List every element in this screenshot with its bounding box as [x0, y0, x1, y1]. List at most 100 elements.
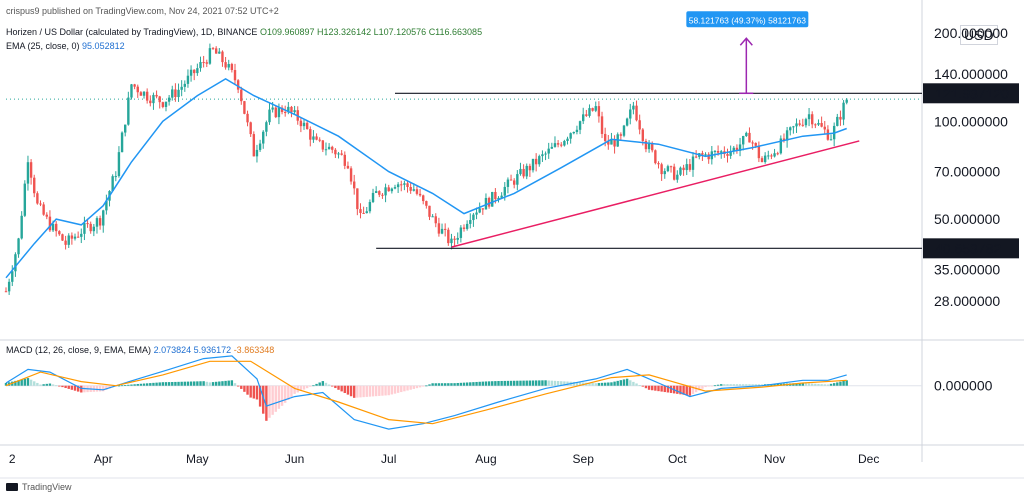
- macd-histogram-bar: [409, 385, 412, 390]
- candle-body: [801, 124, 804, 126]
- time-tick-label: Oct: [668, 452, 687, 466]
- candle-body: [7, 281, 11, 292]
- macd-histogram-bar: [403, 385, 406, 392]
- macd-histogram-bar: [503, 380, 506, 386]
- candle-body: [663, 171, 666, 175]
- macd-histogram-bar: [211, 382, 215, 386]
- candle-body: [343, 154, 346, 166]
- candle-body: [641, 129, 645, 141]
- candle-body: [218, 51, 221, 54]
- candle-body: [183, 83, 187, 87]
- macd-histogram-bar: [801, 383, 804, 386]
- macd-histogram-bar: [575, 382, 579, 386]
- macd-histogram-bar: [660, 385, 663, 392]
- macd-histogram-bar: [353, 385, 356, 398]
- candle-body: [811, 114, 814, 125]
- candle-body: [553, 143, 557, 147]
- candle-body: [672, 166, 676, 180]
- candle-body: [823, 126, 826, 130]
- candle-body: [258, 143, 262, 150]
- candle-body: [412, 189, 416, 191]
- macd-histogram-bar: [431, 383, 434, 386]
- candle-body: [481, 208, 485, 210]
- macd-histogram-bar: [221, 381, 224, 386]
- macd-histogram-bar: [67, 385, 70, 389]
- candle-body: [111, 176, 114, 192]
- candle-body: [224, 62, 227, 68]
- macd-histogram-bar: [105, 385, 108, 390]
- macd-histogram-bar: [20, 379, 23, 386]
- candle-body: [701, 153, 704, 155]
- candle-body: [704, 154, 707, 156]
- candle-body: [757, 145, 761, 159]
- ema-value: 95.052812: [82, 41, 125, 51]
- candle-body: [249, 122, 252, 135]
- candle-body: [760, 158, 764, 163]
- macd-histogram-bar: [506, 380, 510, 386]
- candle-body: [773, 153, 776, 157]
- candle-body: [368, 202, 372, 212]
- macd-histogram-bar: [271, 385, 274, 415]
- macd-histogram-bar: [368, 385, 372, 397]
- price-tick-label: 35.000000: [934, 261, 1000, 277]
- price-tick-label: 70.000000: [934, 164, 1000, 180]
- candle-body: [654, 150, 657, 164]
- candle-body: [120, 132, 124, 153]
- macd-histogram-bar: [321, 381, 325, 386]
- candle-body: [845, 99, 848, 103]
- candle-body: [374, 191, 378, 193]
- macd-histogram-bar: [453, 383, 456, 386]
- macd-histogram-bar: [613, 381, 616, 386]
- macd-histogram-bar: [283, 385, 287, 403]
- candle-body: [826, 129, 830, 140]
- macd-histogram-bar: [716, 384, 720, 386]
- macd-histogram-bar: [334, 385, 337, 389]
- time-tick-label: Aug: [475, 452, 496, 466]
- macd-histogram-bar: [594, 383, 597, 386]
- candle-body: [252, 134, 256, 157]
- macd-histogram-bar: [265, 385, 268, 421]
- candle-body: [497, 197, 500, 200]
- candle-body: [625, 118, 629, 126]
- macd-histogram-bar: [133, 384, 136, 386]
- macd-histogram-bar: [149, 383, 152, 386]
- candle-body: [139, 92, 143, 96]
- macd-histogram-bar: [199, 381, 202, 386]
- macd-histogram-bar: [443, 383, 447, 386]
- macd-histogram-bar: [811, 383, 814, 386]
- candle-body: [588, 108, 591, 116]
- candle-body: [447, 229, 450, 244]
- candle-body: [42, 204, 45, 215]
- candle-body: [287, 106, 290, 113]
- macd-histogram-bar: [36, 382, 39, 386]
- candle-body: [682, 167, 685, 171]
- projection-callout-text: 58.121763 (49.37%) 58121763: [689, 15, 806, 25]
- macd-histogram-bar: [751, 384, 754, 386]
- projection-callout-bg: [686, 11, 809, 28]
- macd-histogram-bar: [773, 383, 776, 386]
- candle-body: [544, 153, 547, 155]
- macd-histogram-bar: [4, 383, 8, 386]
- candle-body: [387, 187, 390, 192]
- candle-body: [487, 197, 491, 207]
- macd-histogram-bar: [117, 385, 121, 387]
- candle-body: [211, 48, 215, 50]
- macd-histogram-bar: [475, 381, 478, 386]
- candle-body: [600, 116, 604, 134]
- candle-body: [431, 216, 434, 218]
- ema-legend: EMA (25, close, 0) 95.052812: [6, 41, 125, 51]
- candle-body: [575, 129, 579, 133]
- macd-histogram-bar: [174, 381, 177, 386]
- candle-body: [729, 151, 732, 156]
- candle-body: [67, 235, 70, 245]
- price-tick-label: 28.000000: [934, 293, 1000, 309]
- macd-histogram-bar: [428, 384, 431, 386]
- macd-histogram-bar: [676, 385, 679, 394]
- tradingview-footer: TradingView: [6, 482, 72, 492]
- candle-body: [732, 147, 735, 152]
- macd-histogram-bar: [76, 385, 80, 392]
- currency-badge[interactable]: USD: [960, 25, 998, 45]
- candle-body: [29, 162, 33, 178]
- macd-histogram-bar: [393, 385, 397, 394]
